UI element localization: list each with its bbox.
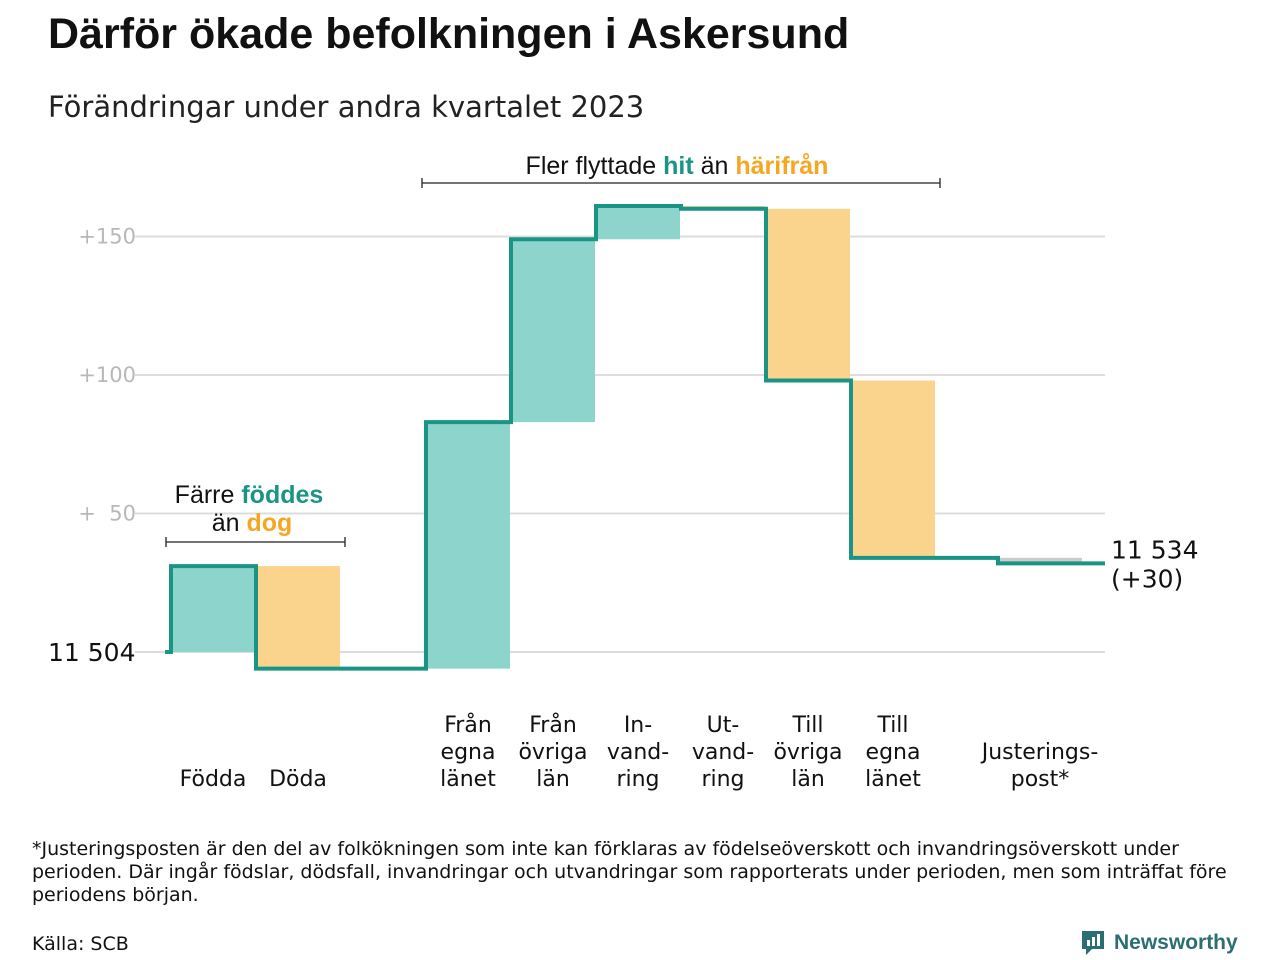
annotation-highlight-in: hit [663, 152, 694, 180]
brand-logo: Newsworthy [1080, 929, 1238, 957]
brand-name: Newsworthy [1114, 931, 1238, 954]
annotation-migration-bracket [421, 178, 941, 188]
x-category-label: Från [529, 712, 577, 738]
bar-döda [256, 566, 340, 669]
x-category-label: vand- [692, 740, 754, 765]
x-category-label: län [791, 767, 825, 792]
x-category-label: egna [441, 740, 496, 765]
source-note: Källa: SCB [32, 933, 129, 955]
x-category-label: övriga [518, 740, 587, 765]
x-category-label: vand- [607, 740, 669, 765]
annotation-highlight-out: dog [246, 509, 292, 537]
x-category-label: Justerings- [980, 740, 1099, 765]
x-category-label: Till [791, 713, 823, 738]
waterfall-chart: +150 +100 + 50 11 504 11 534(+30) Födda Döda Fr… [48, 152, 1198, 792]
annotation-text: än [694, 152, 736, 180]
bar-till-egna-länet [851, 380, 935, 558]
x-category-label: länet [865, 767, 921, 792]
annotation-birth-line1: Färre föddes [175, 481, 324, 509]
end-change-label: (+30) [1111, 564, 1183, 593]
x-category-label: ring [701, 767, 744, 792]
bar-från-egna-länet [426, 422, 510, 669]
annotation-highlight-in: föddes [241, 481, 323, 509]
newsworthy-logo-icon [1082, 931, 1104, 955]
x-category-label: Födda [180, 767, 247, 792]
x-category-label: Från [444, 712, 492, 738]
chart-title: Därför ökade befolkningen i Askersund [48, 10, 850, 58]
x-category-label: In- [624, 713, 652, 738]
annotation-text: än [212, 509, 247, 537]
bar-födda [171, 566, 255, 652]
x-category-label: Till [876, 713, 908, 738]
annotation-birth-line2: än dog [212, 509, 293, 537]
bar-från-övriga-län [511, 239, 595, 423]
x-category-label: län [536, 767, 570, 792]
annotation-text: Färre [175, 481, 242, 509]
annotation-migration: Fler flyttade hit än härifrån [526, 152, 829, 180]
annotation-highlight-out: härifrån [735, 152, 828, 180]
y-tick-label: +100 [78, 363, 136, 387]
annotation-birth-bracket [165, 537, 346, 547]
y-tick-label: + 50 [78, 502, 136, 526]
end-value-label: 11 534 [1111, 535, 1198, 564]
x-category-label: Döda [269, 767, 327, 792]
x-category-label: egna [866, 740, 921, 765]
x-category-label: ring [616, 767, 659, 792]
baseline-label: 11 504 [48, 638, 135, 667]
x-category-label: länet [440, 767, 496, 792]
x-category-label: övriga [773, 740, 842, 765]
bar-justeringspost- [998, 557, 1082, 564]
cumulative-step-line [165, 204, 1105, 671]
bar-till-övriga-län [766, 208, 850, 381]
y-tick-label: +150 [78, 225, 136, 249]
annotation-text: Fler flyttade [526, 152, 664, 180]
bar-in-vandring [596, 206, 680, 240]
chart-subtitle: Förändringar under andra kvartalet 2023 [48, 90, 645, 124]
x-category-label: post* [1011, 767, 1070, 792]
x-category-label: Ut- [707, 713, 740, 738]
footnote: *Justeringsposten är den del av folkökni… [32, 838, 1227, 906]
